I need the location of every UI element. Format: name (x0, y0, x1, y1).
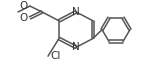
Text: N: N (72, 7, 80, 17)
Text: Cl: Cl (50, 51, 60, 61)
Text: O: O (20, 1, 28, 11)
Text: O: O (20, 13, 28, 23)
Text: N: N (72, 42, 80, 52)
